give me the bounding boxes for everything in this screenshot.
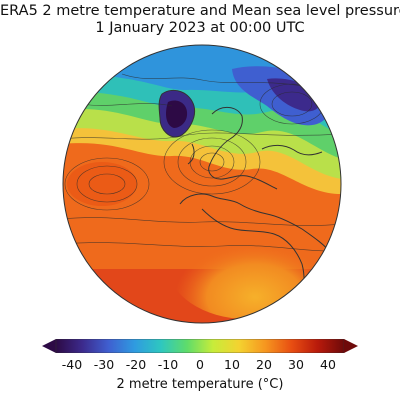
colorbar-max-arrow xyxy=(344,339,358,353)
atlantic-warm xyxy=(67,162,137,206)
colorbar xyxy=(42,339,358,353)
colorbar-tick-label: 20 xyxy=(256,357,272,372)
africa-warm xyxy=(167,209,327,319)
colorbar-tick-label: -30 xyxy=(93,357,115,372)
greenland-coldest xyxy=(166,100,188,128)
globe-map xyxy=(62,44,342,324)
map-subtitle: 1 January 2023 at 00:00 UTC xyxy=(95,20,305,36)
colorbar-tick-label: 10 xyxy=(224,357,240,372)
colorbar-tick-label: -20 xyxy=(125,357,147,372)
colorbar-tick-label: 0 xyxy=(196,357,204,372)
colorbar-tick-label: 40 xyxy=(320,357,336,372)
colorbar-gradient xyxy=(55,339,345,353)
colorbar-min-arrow xyxy=(42,339,56,353)
coastlines xyxy=(158,90,333,310)
map-title: ERA5 2 metre temperature and Mean sea le… xyxy=(0,3,400,19)
globe-outline xyxy=(62,44,342,324)
pressure-contours xyxy=(63,73,341,252)
colorbar-tick-label: -40 xyxy=(61,357,83,372)
colorbar-tick-label: -10 xyxy=(157,357,179,372)
colorbar-tick-label: 30 xyxy=(288,357,304,372)
colorbar-label: 2 metre temperature (°C) xyxy=(116,377,284,392)
